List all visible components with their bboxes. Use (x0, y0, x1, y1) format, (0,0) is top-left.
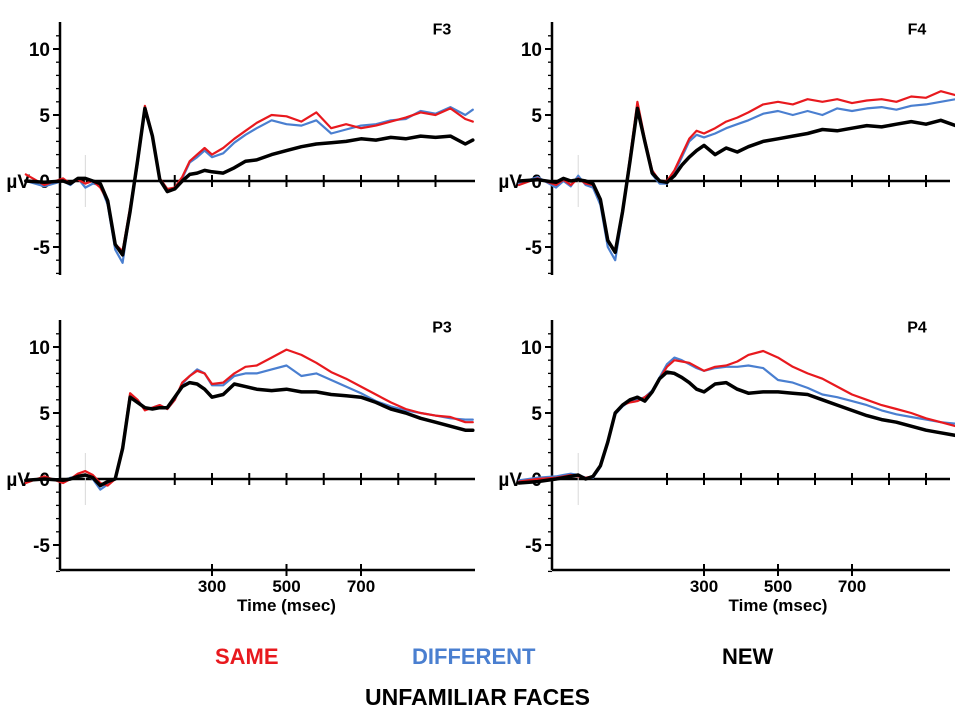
series-line-new (517, 106, 955, 255)
y-axis-label: µV (498, 470, 522, 491)
figure-caption: UNFAMILIAR FACES (365, 684, 590, 710)
series-line-same (517, 90, 955, 253)
y-tick-label: 10 (521, 40, 542, 61)
series-line-new (24, 106, 475, 257)
y-tick-label: -5 (33, 536, 50, 557)
series-line-same (24, 104, 474, 253)
x-tick-label: 700 (838, 577, 866, 596)
y-tick-label: -5 (525, 536, 542, 557)
y-tick-label: 10 (521, 338, 542, 359)
series-line-new (24, 380, 475, 488)
y-axis-label: µV (6, 470, 30, 491)
series-line-different (24, 364, 474, 491)
x-tick-label: 700 (347, 577, 375, 596)
series-line-different (517, 98, 955, 262)
x-axis-label: Time (msec) (729, 596, 828, 615)
x-tick-label: 500 (272, 577, 300, 596)
x-tick-label: 500 (764, 577, 792, 596)
legend-same: SAME (215, 644, 279, 670)
y-tick-label: 5 (39, 404, 50, 425)
x-tick-label: 300 (690, 577, 718, 596)
legend-new-label: NEW (722, 644, 774, 669)
y-tick-label: 0 (531, 172, 542, 193)
panel-title: P3 (432, 319, 452, 336)
legend-new: NEW (722, 644, 773, 670)
x-axis-label: Time (msec) (237, 596, 336, 615)
panel-title: F3 (433, 21, 452, 38)
series-line-same (517, 349, 955, 483)
y-tick-label: 10 (29, 338, 50, 359)
y-tick-label: 10 (29, 40, 50, 61)
x-tick-label: 300 (198, 577, 226, 596)
y-tick-label: 5 (531, 106, 542, 127)
y-axis-label: µV (498, 172, 522, 193)
series-line-different (517, 356, 955, 482)
panel-title: F4 (908, 21, 927, 38)
series-line-new (517, 370, 955, 485)
legend-different: DIFFERENT (412, 644, 535, 670)
y-axis-label: µV (6, 172, 30, 193)
legend-same-label: SAME (215, 644, 279, 669)
y-tick-label: 5 (39, 106, 50, 127)
chart-panel-f4: -5 0 5 10 µV F4 (498, 21, 955, 275)
y-tick-label: -5 (33, 238, 50, 259)
y-tick-label: 5 (531, 404, 542, 425)
legend-different-label: DIFFERENT (412, 644, 536, 669)
series-line-same (24, 348, 474, 487)
panel-title: P4 (907, 319, 927, 336)
y-tick-label: -5 (525, 238, 542, 259)
